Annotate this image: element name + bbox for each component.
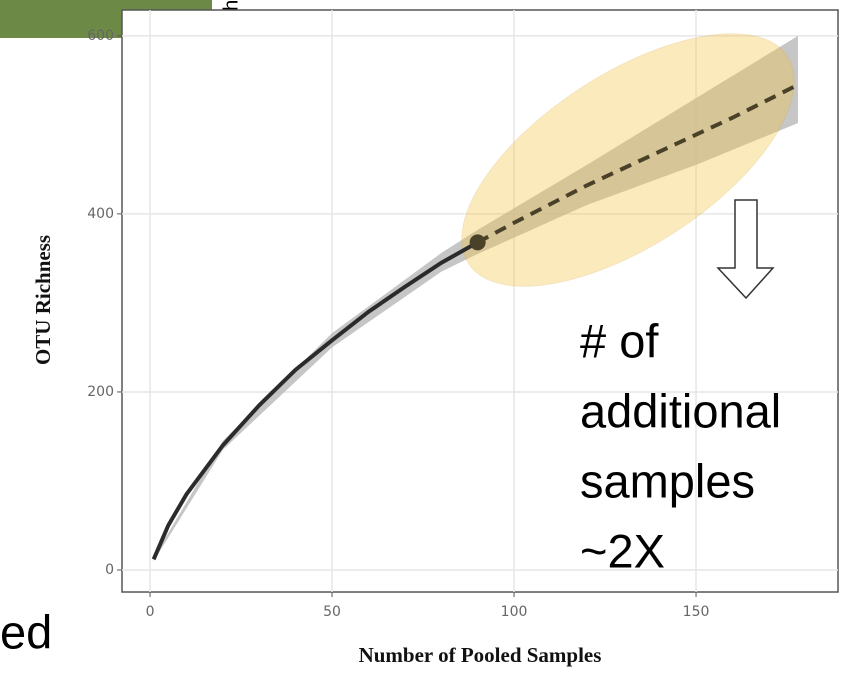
x-tick-label: 0 (146, 604, 155, 620)
annotation-line: ~2X (580, 524, 665, 577)
y-tick-label: 0 (105, 562, 114, 578)
annotation-line: additional (580, 384, 781, 437)
confidence-band (153, 35, 798, 562)
y-tick-label: 600 (87, 28, 114, 44)
left-fragment-text: ed (0, 605, 52, 658)
annotation-line: # of (580, 314, 659, 367)
series-line (151, 240, 479, 561)
y-tick-label: 400 (87, 206, 114, 222)
y-tick-label: 200 (87, 384, 114, 400)
x-tick-label: 150 (683, 604, 710, 620)
x-tick-label: 50 (323, 604, 341, 620)
x-axis-label: Number of Pooled Samples (359, 643, 602, 667)
y-axis-label: OTU Richness (31, 235, 55, 365)
highlight-ellipse (461, 33, 795, 287)
series-line (476, 82, 799, 245)
x-tick-label: 100 (501, 604, 528, 620)
down-arrow (716, 199, 775, 300)
annotation-line: samples (580, 454, 755, 507)
reference-point (469, 234, 486, 251)
